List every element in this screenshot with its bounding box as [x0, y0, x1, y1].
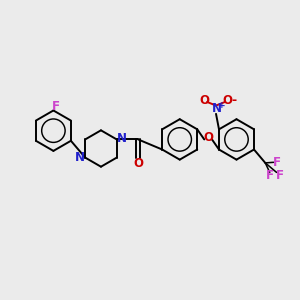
Text: O: O — [200, 94, 210, 107]
Text: O: O — [133, 157, 143, 170]
Text: N: N — [212, 102, 222, 115]
Text: F: F — [52, 100, 59, 113]
Text: N: N — [75, 151, 85, 164]
Text: F: F — [266, 169, 274, 182]
Text: O: O — [222, 94, 232, 107]
Text: F: F — [276, 169, 283, 182]
Text: +: + — [218, 101, 225, 110]
Text: -: - — [231, 94, 236, 107]
Text: N: N — [117, 132, 127, 145]
Text: F: F — [273, 156, 281, 169]
Text: O: O — [203, 131, 213, 144]
